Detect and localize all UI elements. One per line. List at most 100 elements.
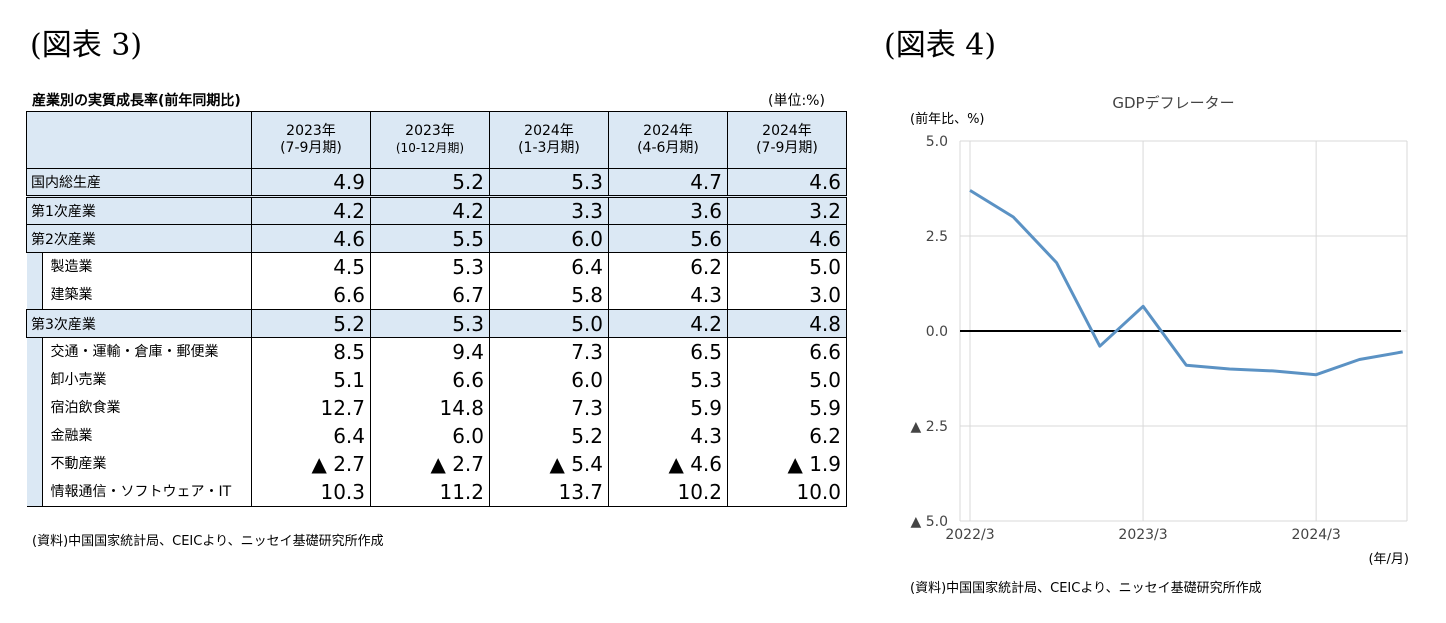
value-cell: ▲ 4.6 (608, 450, 728, 478)
value-cell: 5.2 (489, 422, 609, 450)
value-cell: 4.8 (727, 309, 847, 338)
value-cell: ▲ 2.7 (370, 450, 490, 478)
row-label: 情報通信・ソフトウェア・IT (26, 478, 252, 507)
figure4-label: (図表 4) (884, 28, 997, 63)
value-cell: 5.0 (489, 309, 609, 338)
table-row: 不動産業 ▲ 2.7 ▲ 2.7 ▲ 5.4 ▲ 4.6 ▲ 1.9 (26, 450, 847, 478)
row-label: 第3次産業 (26, 309, 252, 338)
row-label-text: 情報通信・ソフトウェア・IT (50, 484, 232, 500)
value-cell: 9.4 (370, 337, 490, 366)
chart-title: GDPデフレーター (1112, 94, 1234, 112)
value-cell: 5.2 (370, 168, 490, 197)
table-row: 製造業 4.5 5.3 6.4 6.2 5.0 (26, 252, 847, 281)
value-cell: 8.5 (251, 337, 371, 366)
value-cell: 4.6 (727, 224, 847, 253)
column-period: (4-6月期) (637, 140, 699, 156)
row-label: 卸小売業 (26, 366, 252, 394)
value-cell: 14.8 (370, 394, 490, 422)
row-label-text: 金融業 (50, 428, 93, 444)
value-cell: 6.6 (727, 337, 847, 366)
value-cell: 4.6 (251, 224, 371, 253)
column-year: 2023年 (286, 123, 336, 139)
value-cell: 10.2 (608, 478, 728, 507)
table-header-row: 2023年 (7-9月期) 2023年 (10-12月期) 2024年 (1-3月期) 20… (26, 111, 847, 169)
x-tick-label: 2022/3 (945, 527, 994, 543)
value-cell: 5.6 (608, 224, 728, 253)
indent-bar (26, 281, 43, 309)
column-header: 2024年 (7-9月期) (727, 111, 847, 169)
y-axis-label: (前年比、%) (910, 111, 985, 127)
value-cell: 5.5 (370, 224, 490, 253)
y-tick-label: 2.5 (926, 229, 948, 245)
value-cell: 5.0 (727, 366, 847, 394)
indent-bar (26, 394, 43, 422)
value-cell: 3.2 (727, 195, 847, 225)
value-cell: 4.6 (727, 168, 847, 197)
figure3-label: (図表 3) (30, 28, 143, 63)
row-label-text: 建築業 (50, 287, 93, 303)
y-tick-label: ▲ 2.5 (911, 419, 948, 435)
row-label-text: 製造業 (50, 259, 93, 275)
value-cell: 10.3 (251, 478, 371, 507)
value-cell: 6.0 (370, 422, 490, 450)
chart-source: (資料)中国国家統計局、CEICより、ニッセイ基礎研究所作成 (910, 581, 1262, 596)
y-tick-label: 0.0 (926, 324, 948, 340)
column-year: 2024年 (762, 123, 812, 139)
column-year: 2024年 (643, 123, 693, 139)
y-tick-label: 5.0 (926, 134, 948, 150)
row-label: 製造業 (26, 252, 252, 281)
table-row: 卸小売業 5.1 6.6 6.0 5.3 5.0 (26, 366, 847, 394)
indent-bar (26, 338, 43, 366)
table-row: 情報通信・ソフトウェア・IT 10.3 11.2 13.7 10.2 10.0 (26, 478, 847, 507)
row-label: 交通・運輸・倉庫・郵便業 (26, 337, 252, 366)
value-cell: 4.9 (251, 168, 371, 197)
column-period: (10-12月期) (395, 141, 465, 155)
column-period: (7-9月期) (280, 140, 342, 156)
indent-bar (26, 253, 43, 281)
value-cell: 5.0 (727, 252, 847, 281)
value-cell: 7.3 (489, 394, 609, 422)
indent-bar (26, 366, 43, 394)
value-cell: 4.2 (251, 195, 371, 225)
row-label-text: 卸小売業 (50, 372, 107, 388)
value-cell: ▲ 5.4 (489, 450, 609, 478)
value-cell: ▲ 1.9 (727, 450, 847, 478)
row-label: 金融業 (26, 422, 252, 450)
column-header: 2023年 (10-12月期) (370, 111, 490, 169)
value-cell: 4.3 (608, 281, 728, 310)
table-row: 国内総生産 4.9 5.2 5.3 4.7 4.6 (26, 168, 847, 197)
column-header: 2023年 (7-9月期) (251, 111, 371, 169)
column-header: 2024年 (4-6月期) (608, 111, 728, 169)
x-tick-label: 2023/3 (1118, 527, 1167, 543)
row-label-text: 交通・運輸・倉庫・郵便業 (50, 344, 219, 360)
value-cell: 12.7 (251, 394, 371, 422)
value-cell: 3.0 (727, 281, 847, 310)
table-unit: (単位:%) (768, 93, 825, 109)
value-cell: 3.6 (608, 195, 728, 225)
row-label-text: 不動産業 (50, 456, 107, 472)
table-row: 交通・運輸・倉庫・郵便業 8.5 9.4 7.3 6.5 6.6 (26, 337, 847, 366)
value-cell: 5.2 (251, 309, 371, 338)
table-row: 第1次産業 4.2 4.2 3.3 3.6 3.2 (26, 195, 847, 225)
table-row: 第3次産業 5.2 5.3 5.0 4.2 4.8 (26, 309, 847, 338)
value-cell: 13.7 (489, 478, 609, 507)
value-cell: 5.9 (608, 394, 728, 422)
value-cell: 5.3 (608, 366, 728, 394)
gdp-deflator-chart: GDPデフレーター (前年比、%) 5.0 2.5 0.0 ▲ 2.5 ▲ 5.02022/… (910, 94, 1409, 567)
value-cell: 4.5 (251, 252, 371, 281)
row-label: 宿泊飲食業 (26, 394, 252, 422)
indent-bar (26, 422, 43, 450)
value-cell: 4.7 (608, 168, 728, 197)
value-cell: 6.7 (370, 281, 490, 310)
series-line (969, 189, 1403, 377)
value-cell: 6.6 (370, 366, 490, 394)
table-source: (資料)中国国家統計局、CEICより、ニッセイ基礎研究所作成 (32, 534, 384, 549)
value-cell: 6.4 (251, 422, 371, 450)
value-cell: 6.0 (489, 366, 609, 394)
value-cell: 11.2 (370, 478, 490, 507)
header-corner (26, 111, 252, 169)
value-cell: 6.5 (608, 337, 728, 366)
value-cell: 10.0 (727, 478, 847, 507)
value-cell: 6.0 (489, 224, 609, 253)
table-row: 宿泊飲食業 12.7 14.8 7.3 5.9 5.9 (26, 394, 847, 422)
